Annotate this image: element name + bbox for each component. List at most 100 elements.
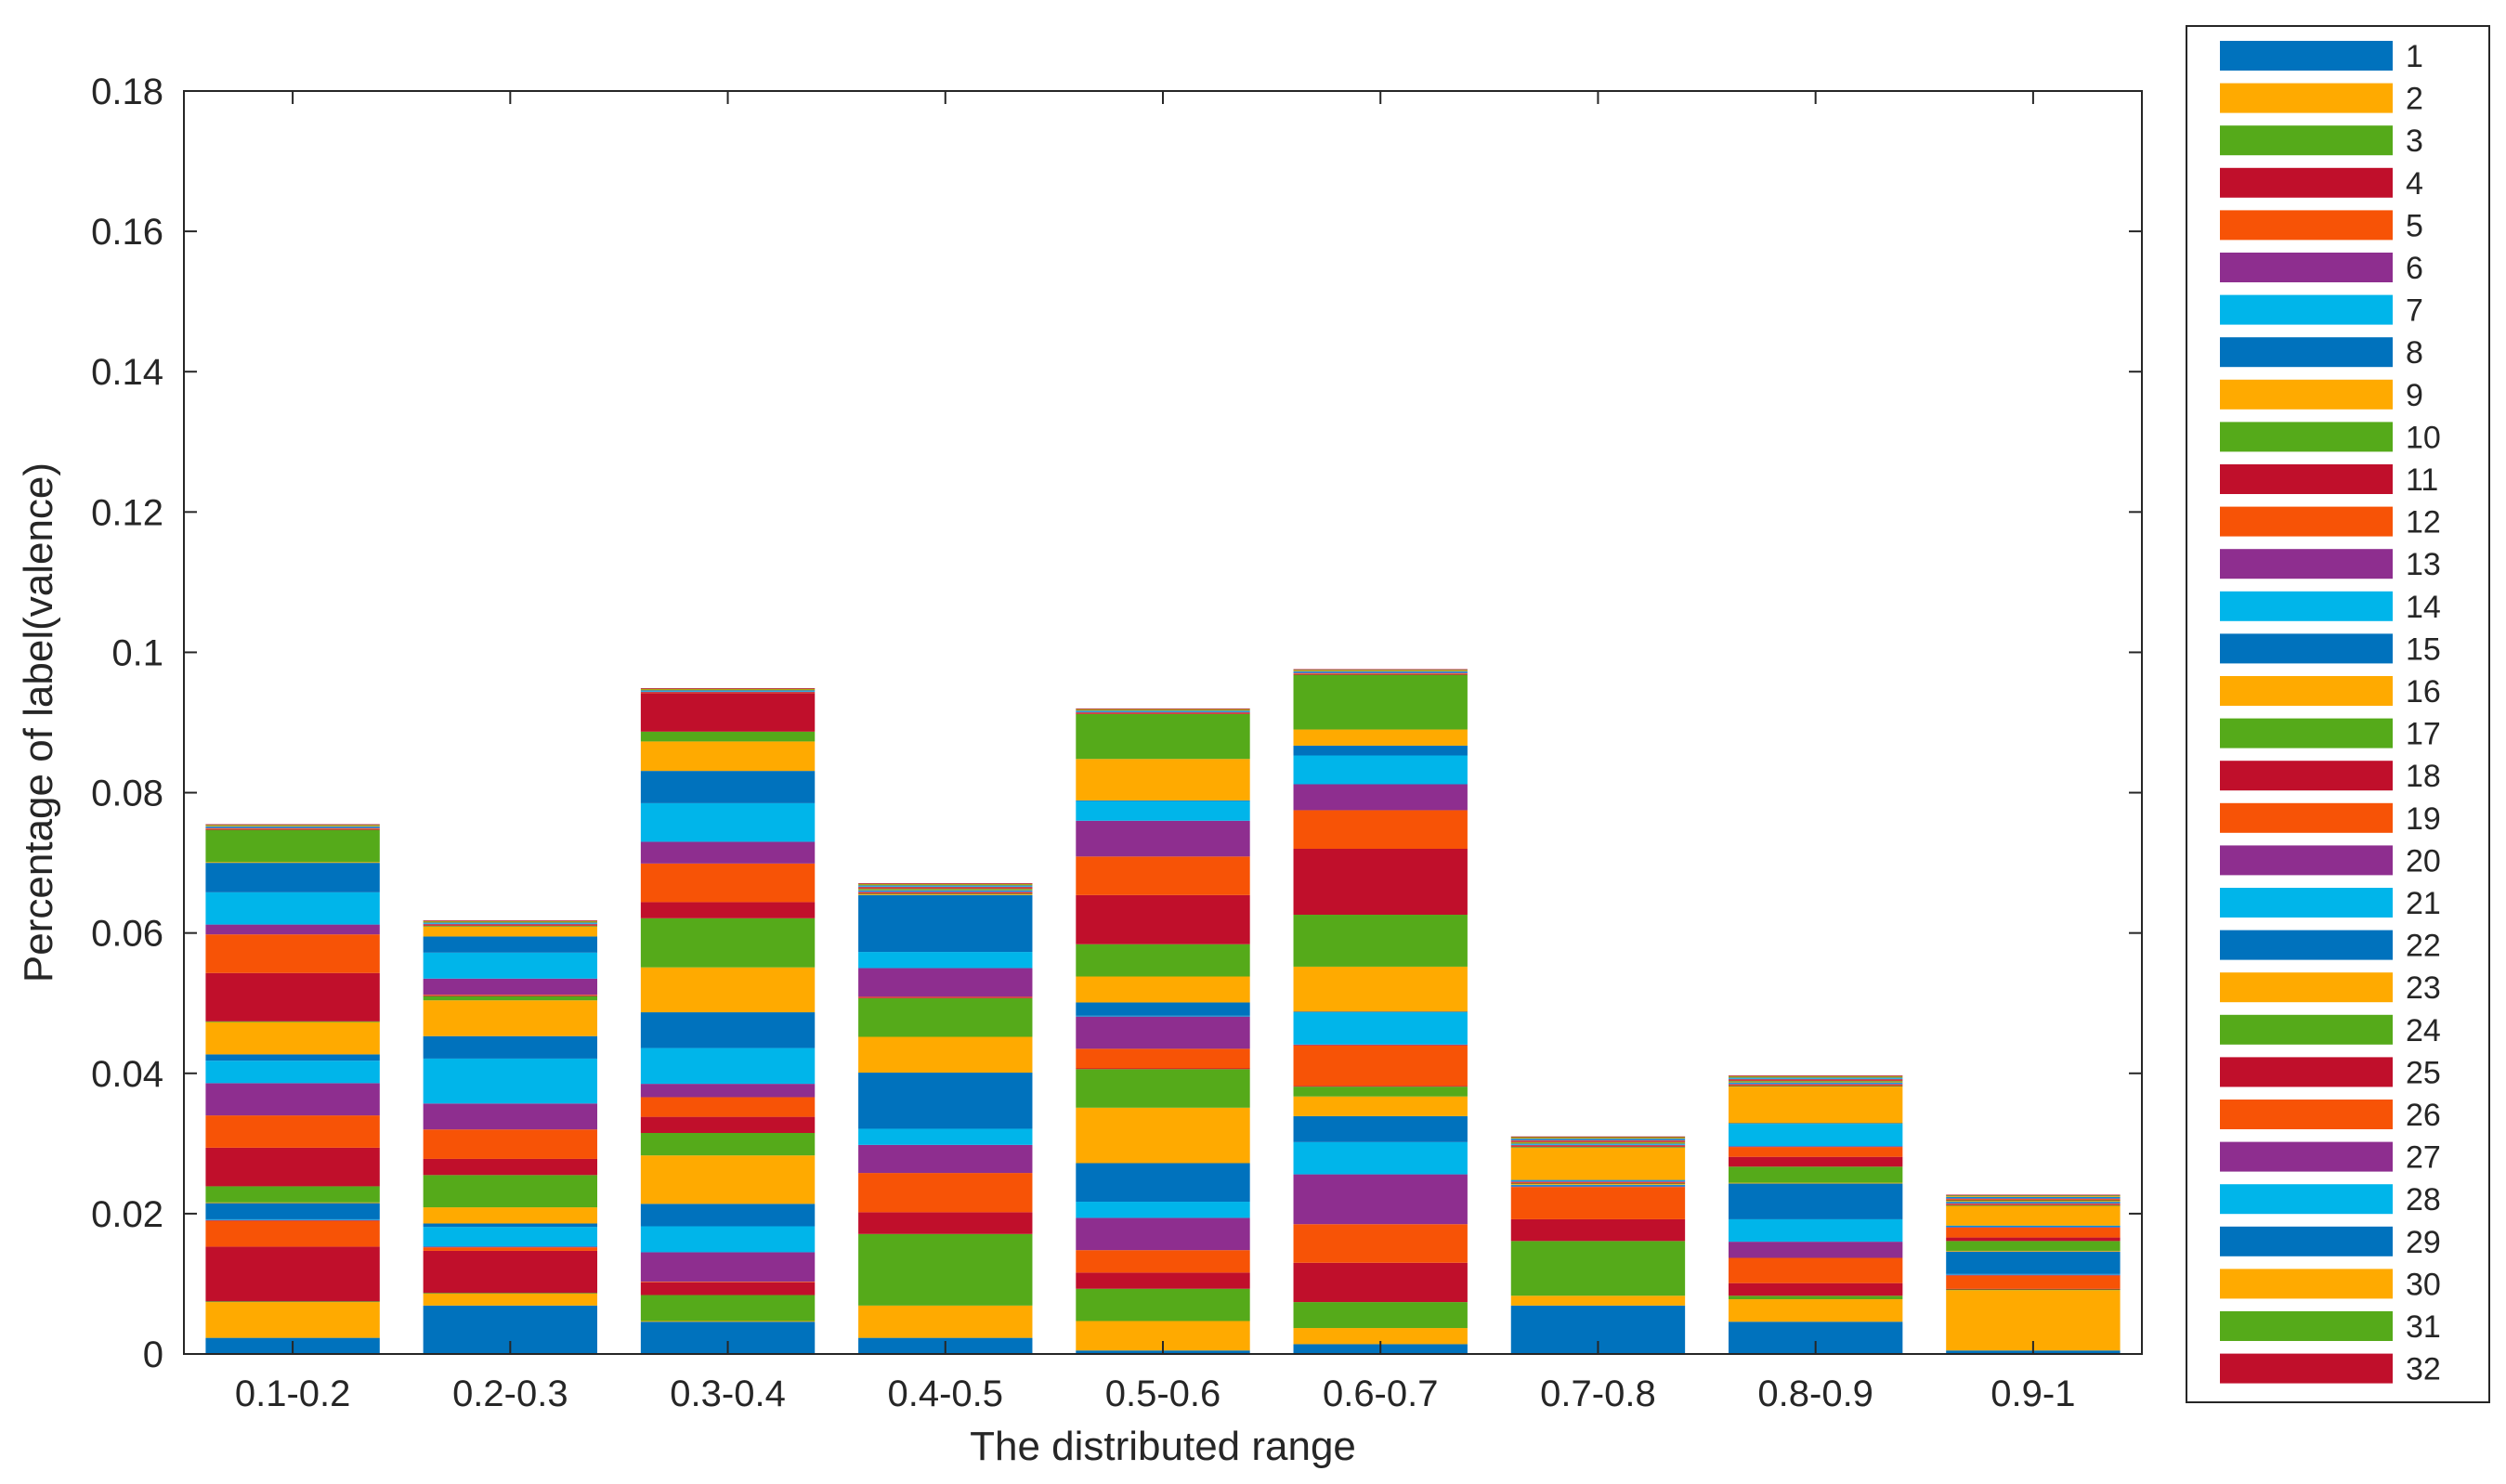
bar-segment bbox=[205, 824, 380, 826]
bar-segment bbox=[1946, 1289, 2121, 1291]
bar-segment bbox=[1293, 672, 1468, 674]
legend-swatch bbox=[2220, 549, 2393, 579]
bar-segment bbox=[640, 691, 816, 692]
bar-segment bbox=[423, 923, 598, 924]
bar-segment bbox=[1728, 1124, 1903, 1147]
bar-segment bbox=[423, 1227, 598, 1247]
bar-segment bbox=[1946, 1196, 2121, 1197]
y-tick-label: 0.08 bbox=[91, 774, 163, 814]
bar-segment bbox=[858, 1144, 1033, 1174]
legend-label: 10 bbox=[2406, 420, 2441, 455]
bar-segment bbox=[858, 883, 1033, 884]
bar-segment bbox=[205, 1220, 380, 1247]
bar-segment bbox=[1293, 670, 1468, 672]
bar-segment bbox=[858, 996, 1033, 998]
bar-segment bbox=[205, 1147, 380, 1187]
legend-swatch bbox=[2220, 930, 2393, 960]
bar-segment bbox=[205, 862, 380, 864]
bar-segment bbox=[1293, 1012, 1468, 1045]
legend-swatch bbox=[2220, 210, 2393, 241]
bar-segment bbox=[1728, 1147, 1903, 1157]
bar-segment bbox=[423, 1035, 598, 1059]
bar-segment bbox=[1946, 1251, 2121, 1274]
bar-segment bbox=[640, 1204, 816, 1227]
bar-segment bbox=[205, 892, 380, 925]
bar-segment bbox=[423, 1000, 598, 1036]
bar-segment bbox=[1946, 1204, 2121, 1205]
x-axis-label: The distributed range bbox=[970, 1424, 1356, 1469]
bar-segment bbox=[1946, 1228, 2121, 1238]
legend-label: 29 bbox=[2406, 1225, 2441, 1260]
legend-swatch bbox=[2220, 1184, 2393, 1215]
bar-segment bbox=[858, 1036, 1033, 1074]
bar-segment bbox=[1946, 1196, 2121, 1198]
legend-swatch bbox=[2220, 1226, 2393, 1256]
bar-segment bbox=[205, 1203, 380, 1219]
legend-swatch bbox=[2220, 464, 2393, 494]
bar-segment bbox=[423, 952, 598, 979]
bar-segment bbox=[640, 1155, 816, 1204]
bar-segment bbox=[1946, 1202, 2121, 1204]
bar-segment bbox=[1293, 745, 1468, 756]
x-tick-label: 0.8-0.9 bbox=[1757, 1373, 1873, 1414]
bar-segment bbox=[1728, 1156, 1903, 1167]
bar-segment bbox=[1728, 1299, 1903, 1322]
bar-segment bbox=[1076, 710, 1250, 712]
bar-segment bbox=[1510, 1140, 1686, 1142]
bar-segment bbox=[1076, 856, 1250, 895]
bar-segment bbox=[1946, 1202, 2121, 1203]
bar-segment bbox=[423, 1129, 598, 1159]
bar-segment bbox=[1510, 1184, 1686, 1186]
bar-segment bbox=[1510, 1183, 1686, 1185]
bar-segment bbox=[423, 920, 598, 922]
bar-segment bbox=[1728, 1182, 1903, 1184]
bar-segment bbox=[1946, 1227, 2121, 1228]
bar-segment bbox=[1510, 1147, 1686, 1148]
legend-label: 27 bbox=[2406, 1140, 2441, 1176]
bar-segment bbox=[1076, 801, 1250, 821]
bar-segment bbox=[1293, 966, 1468, 1012]
bar-segment bbox=[1076, 712, 1250, 714]
legend-swatch bbox=[2220, 1100, 2393, 1129]
bar-segment bbox=[858, 886, 1033, 887]
bar-segment bbox=[423, 923, 598, 925]
legend-label: 20 bbox=[2406, 843, 2441, 879]
bar-segment bbox=[640, 1097, 816, 1117]
legend-label: 2 bbox=[2406, 82, 2423, 117]
bar-segment bbox=[1076, 1048, 1250, 1069]
bar-segment bbox=[1728, 1078, 1903, 1079]
legend-swatch bbox=[2220, 422, 2393, 452]
bar-segment bbox=[858, 886, 1033, 888]
bar-segment bbox=[1293, 1115, 1468, 1142]
bar-segment bbox=[640, 1048, 816, 1085]
plot-frame bbox=[183, 90, 2143, 1355]
legend-label: 14 bbox=[2406, 590, 2441, 625]
bar-segment bbox=[640, 741, 816, 772]
bar-segment bbox=[640, 863, 816, 903]
legend-swatch bbox=[2220, 379, 2393, 410]
legend-label: 9 bbox=[2406, 378, 2423, 413]
bar-segment bbox=[1510, 1145, 1686, 1147]
legend-swatch bbox=[2220, 125, 2393, 156]
bar-segment bbox=[640, 841, 816, 864]
legend-label: 3 bbox=[2406, 124, 2423, 159]
bar-segment bbox=[423, 921, 598, 923]
bar-segment bbox=[1728, 1242, 1903, 1258]
bar-segment bbox=[423, 1246, 598, 1248]
bar-segment bbox=[205, 1115, 380, 1148]
y-axis-label: Percentage of label(valence) bbox=[16, 462, 61, 983]
bar-segment bbox=[858, 997, 1033, 998]
bar-segment bbox=[1293, 1087, 1468, 1097]
bar-segment bbox=[205, 828, 380, 830]
bar-segment bbox=[640, 689, 816, 691]
bar-segment bbox=[1510, 1181, 1686, 1183]
legend-swatch bbox=[2220, 1269, 2393, 1299]
legend-label: 21 bbox=[2406, 886, 2441, 921]
bar-segment bbox=[1076, 711, 1250, 713]
bar-segment bbox=[1293, 1096, 1468, 1116]
bar-segment bbox=[205, 828, 380, 829]
bar-segment bbox=[1293, 849, 1468, 916]
bar-segment bbox=[1728, 1083, 1903, 1085]
bar-segment bbox=[1293, 1328, 1468, 1345]
bar-segment bbox=[1728, 1081, 1903, 1082]
